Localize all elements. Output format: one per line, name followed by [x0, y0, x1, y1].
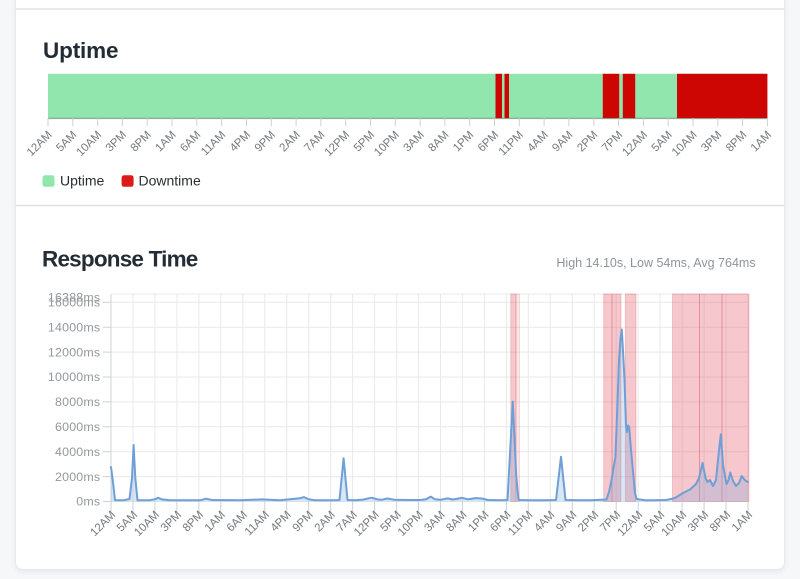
- svg-text:8PM: 8PM: [181, 509, 206, 534]
- svg-text:8AM: 8AM: [426, 129, 451, 154]
- svg-text:Uptime: Uptime: [60, 173, 105, 189]
- svg-text:1AM: 1AM: [153, 129, 178, 154]
- svg-text:12AM: 12AM: [616, 509, 646, 539]
- svg-text:10AM: 10AM: [659, 509, 689, 539]
- svg-text:8PM: 8PM: [129, 129, 154, 154]
- svg-text:12PM: 12PM: [323, 129, 353, 159]
- svg-text:11PM: 11PM: [497, 129, 526, 158]
- svg-text:Uptime: Uptime: [43, 38, 118, 63]
- svg-text:16388ms: 16388ms: [48, 291, 100, 305]
- svg-text:11AM: 11AM: [243, 509, 272, 538]
- svg-text:9PM: 9PM: [253, 129, 278, 154]
- svg-text:4AM: 4AM: [526, 129, 551, 154]
- svg-text:12AM: 12AM: [25, 129, 55, 159]
- svg-text:12PM: 12PM: [352, 509, 382, 539]
- svg-text:2000ms: 2000ms: [55, 470, 100, 484]
- svg-text:14000ms: 14000ms: [48, 320, 100, 334]
- svg-text:3PM: 3PM: [699, 129, 724, 154]
- svg-text:9PM: 9PM: [291, 509, 316, 534]
- svg-text:12AM: 12AM: [88, 509, 118, 539]
- svg-text:4000ms: 4000ms: [55, 445, 100, 459]
- svg-text:3AM: 3AM: [402, 129, 427, 154]
- svg-text:8AM: 8AM: [444, 509, 469, 534]
- svg-text:1AM: 1AM: [203, 509, 228, 534]
- svg-text:2PM: 2PM: [575, 129, 600, 154]
- svg-text:11AM: 11AM: [199, 129, 228, 158]
- svg-text:4PM: 4PM: [269, 509, 294, 534]
- svg-text:16000ms: 16000ms: [48, 296, 100, 310]
- svg-text:1AM: 1AM: [749, 129, 774, 154]
- svg-text:12AM: 12AM: [620, 129, 650, 159]
- svg-text:9AM: 9AM: [554, 509, 579, 534]
- svg-text:2PM: 2PM: [576, 509, 601, 534]
- svg-text:10AM: 10AM: [670, 129, 700, 159]
- svg-text:3PM: 3PM: [686, 509, 711, 534]
- svg-text:8PM: 8PM: [708, 509, 733, 534]
- svg-text:10AM: 10AM: [132, 509, 162, 539]
- svg-text:8000ms: 8000ms: [55, 395, 100, 409]
- svg-text:10PM: 10PM: [396, 509, 426, 539]
- svg-text:6000ms: 6000ms: [55, 420, 100, 434]
- svg-text:9AM: 9AM: [550, 129, 575, 154]
- svg-text:1PM: 1PM: [451, 129, 476, 154]
- svg-text:3PM: 3PM: [159, 509, 184, 534]
- svg-text:3AM: 3AM: [422, 509, 447, 534]
- svg-text:4PM: 4PM: [228, 129, 253, 154]
- svg-text:12000ms: 12000ms: [48, 345, 100, 359]
- svg-text:Downtime: Downtime: [139, 173, 201, 189]
- svg-text:10AM: 10AM: [74, 129, 104, 159]
- svg-text:11PM: 11PM: [506, 509, 535, 538]
- svg-text:10000ms: 10000ms: [48, 370, 100, 384]
- svg-text:High 14.10s, Low 54ms, Avg 764: High 14.10s, Low 54ms, Avg 764ms: [556, 256, 755, 270]
- svg-text:4AM: 4AM: [532, 509, 557, 534]
- svg-text:10PM: 10PM: [372, 129, 402, 159]
- svg-text:1AM: 1AM: [730, 509, 755, 534]
- svg-text:1PM: 1PM: [466, 509, 491, 534]
- svg-text:8PM: 8PM: [724, 129, 749, 154]
- svg-text:0ms: 0ms: [76, 495, 100, 509]
- svg-text:2AM: 2AM: [313, 509, 338, 534]
- svg-text:2AM: 2AM: [278, 129, 303, 154]
- svg-text:Response Time: Response Time: [42, 246, 198, 271]
- svg-text:3PM: 3PM: [104, 129, 129, 154]
